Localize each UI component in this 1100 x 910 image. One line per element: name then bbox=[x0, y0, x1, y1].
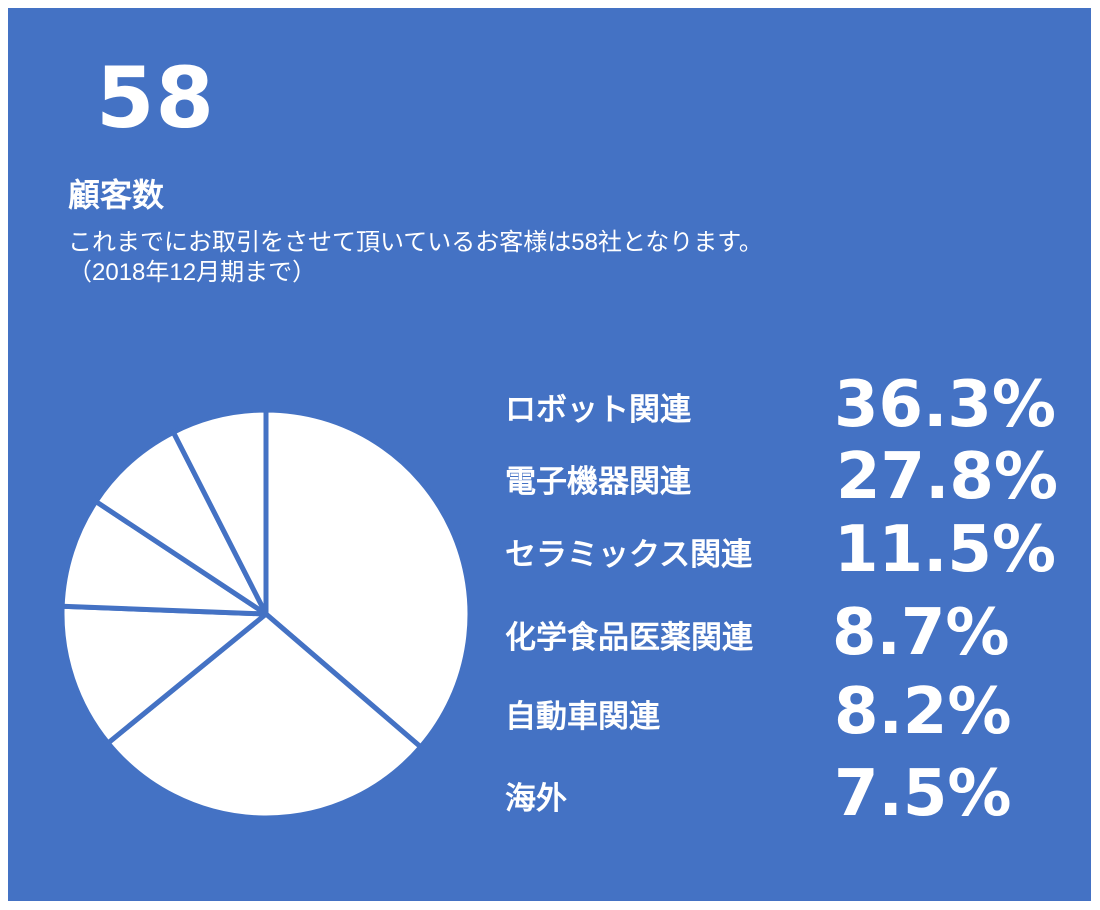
customer-stats-panel: 58 顧客数 これまでにお取引をさせて頂いているお客様は58社となります。 （2… bbox=[8, 8, 1091, 901]
legend-value-3: 11.5% bbox=[834, 513, 1057, 587]
pie-slice-6 bbox=[170, 407, 269, 617]
customer-count: 58 bbox=[96, 49, 215, 147]
legend-value-1: 36.3% bbox=[834, 368, 1057, 442]
description-line-2: （2018年12月期まで） bbox=[68, 259, 317, 286]
pie-slice-1 bbox=[263, 407, 473, 750]
legend-label-2: 電子機器関連 bbox=[505, 464, 691, 500]
legend-label-1: ロボット関連 bbox=[505, 392, 691, 428]
legend-label-4: 化学食品医薬関連 bbox=[505, 620, 753, 656]
customer-description: これまでにお取引をさせて頂いているお客様は58社となります。 （2018年12月… bbox=[68, 228, 763, 288]
legend-label-6: 海外 bbox=[505, 781, 567, 817]
legend-label-5: 自動車関連 bbox=[505, 699, 660, 735]
customer-count-heading: 顧客数 bbox=[68, 176, 165, 214]
pie-slice-2 bbox=[105, 611, 424, 821]
industry-pie-chart bbox=[59, 407, 473, 821]
legend-value-5: 8.2% bbox=[834, 675, 1012, 749]
legend-value-2: 27.8% bbox=[836, 440, 1059, 514]
pie-slice-4 bbox=[59, 498, 269, 617]
legend-value-6: 7.5% bbox=[834, 757, 1012, 831]
pie-slice-3 bbox=[59, 603, 269, 746]
legend-label-3: セラミックス関連 bbox=[505, 537, 753, 573]
description-line-1: これまでにお取引をさせて頂いているお客様は58社となります。 bbox=[68, 229, 763, 256]
legend-value-4: 8.7% bbox=[832, 596, 1010, 670]
